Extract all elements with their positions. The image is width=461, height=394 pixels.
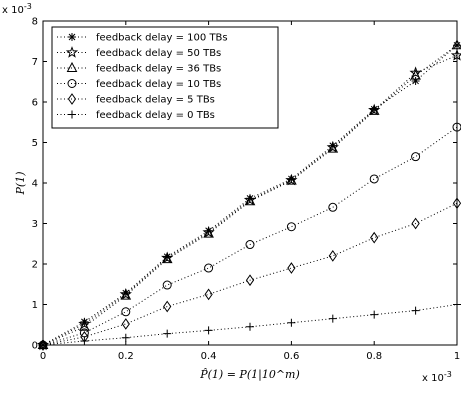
y-tick-label: 3 <box>32 219 38 230</box>
y-tick-label: 0 <box>32 341 38 352</box>
y-tick-label: 8 <box>32 17 38 28</box>
legend-label: feedback delay = 0 TBs <box>96 110 215 121</box>
legend-label: feedback delay = 5 TBs <box>96 95 215 106</box>
y-tick-label: 1 <box>32 300 38 311</box>
x-tick-label: 0.4 <box>201 351 217 362</box>
y-exponent-label: x 10-3 <box>2 2 32 16</box>
y-tick-label: 7 <box>32 57 38 68</box>
legend-label: feedback delay = 36 TBs <box>96 64 221 75</box>
x-tick-label: 1 <box>454 351 460 362</box>
legend-label: feedback delay = 100 TBs <box>96 33 228 44</box>
x-tick-label: 0 <box>40 351 46 362</box>
x-axis-label: P̂(1) = P(1|10^m) <box>199 368 300 382</box>
y-tick-label: 2 <box>32 260 38 271</box>
x-tick-label: 0.2 <box>118 351 134 362</box>
legend: feedback delay = 100 TBs feedback delay =… <box>52 27 278 128</box>
legend-label: feedback delay = 50 TBs <box>96 48 221 59</box>
y-tick-label: 4 <box>32 179 38 190</box>
y-tick-label: 6 <box>32 98 38 109</box>
legend-label: feedback delay = 10 TBs <box>96 79 221 90</box>
y-axis-label: P(1) <box>14 172 27 196</box>
legend-marker <box>68 33 76 41</box>
x-exponent-label: x 10-3 <box>422 370 452 384</box>
x-tick-label: 0.8 <box>366 351 382 362</box>
x-tick-label: 0.6 <box>283 351 299 362</box>
y-tick-label: 5 <box>32 138 38 149</box>
